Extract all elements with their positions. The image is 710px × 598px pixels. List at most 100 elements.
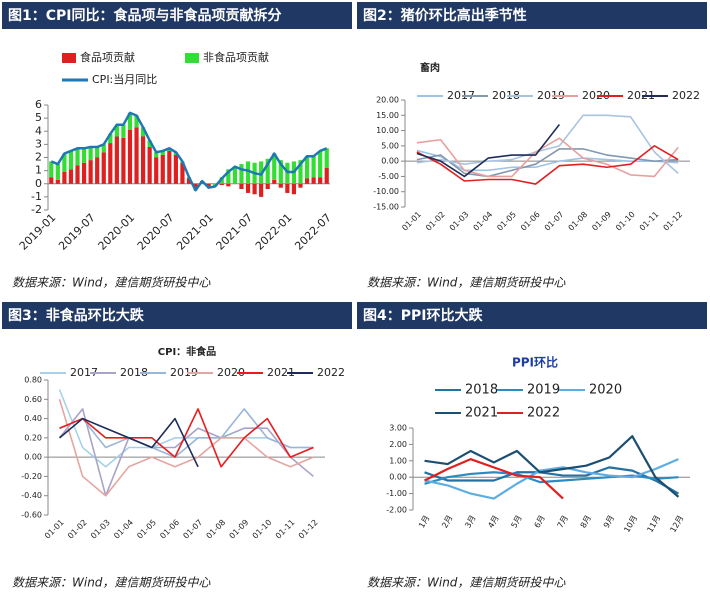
x-tick-label: 4月 bbox=[486, 514, 500, 530]
bar bbox=[226, 183, 231, 187]
y-tick-label: 5.00 bbox=[381, 141, 399, 150]
bar bbox=[121, 124, 126, 138]
y-tick-label: -0.60 bbox=[21, 511, 42, 520]
x-tick-label: 01-12 bbox=[297, 518, 320, 541]
chart-title: PPI环比 bbox=[512, 355, 558, 370]
legend-label: 2021 bbox=[267, 366, 295, 379]
x-tick-label: 01-06 bbox=[519, 210, 542, 233]
x-tick-label: 01-10 bbox=[251, 518, 274, 541]
y-tick-label: 20.00 bbox=[376, 96, 399, 105]
y-tick-label: -0.40 bbox=[21, 491, 42, 500]
bar bbox=[88, 147, 93, 161]
y-tick-label: 0.00 bbox=[24, 453, 42, 462]
legend-label: CPI:当月同比 bbox=[92, 72, 157, 86]
x-tick-label: 01-03 bbox=[448, 210, 471, 233]
bar bbox=[134, 115, 139, 128]
bar bbox=[160, 150, 165, 155]
legend-label: 2019 bbox=[527, 383, 560, 398]
x-tick-label: 01-09 bbox=[590, 210, 613, 233]
bar bbox=[278, 183, 283, 188]
series-line bbox=[416, 148, 679, 178]
series-line bbox=[416, 137, 679, 178]
y-tick-label: 0 bbox=[35, 177, 42, 190]
legend-label: 2021 bbox=[465, 406, 498, 421]
bar bbox=[298, 160, 303, 184]
bar bbox=[81, 148, 87, 163]
x-tick-label: 2021-07 bbox=[214, 211, 256, 253]
y-tick-label: 10.00 bbox=[376, 126, 399, 135]
x-tick-label: 01-12 bbox=[662, 210, 685, 233]
x-tick-label: 01-06 bbox=[158, 518, 181, 541]
bar bbox=[140, 127, 146, 137]
panel-header bbox=[2, 2, 352, 29]
bar bbox=[127, 112, 133, 130]
x-tick-label: 01-07 bbox=[543, 210, 566, 233]
y-tick-label: 0.40 bbox=[24, 414, 42, 423]
bar bbox=[81, 162, 87, 184]
x-tick-label: 12月 bbox=[668, 514, 685, 534]
bar bbox=[193, 183, 198, 189]
bar bbox=[55, 164, 60, 180]
legend-label: 2017 bbox=[447, 89, 475, 102]
y-tick-label: -5.00 bbox=[378, 172, 399, 181]
bar bbox=[219, 183, 224, 186]
source-note: 数据来源：Wind，建信期货研投中心 bbox=[367, 276, 566, 290]
bar bbox=[245, 161, 251, 184]
legend-label: 2021 bbox=[627, 89, 655, 102]
bar bbox=[154, 152, 159, 158]
x-tick-label: 01-08 bbox=[567, 210, 590, 233]
x-tick-label: 01-11 bbox=[274, 518, 297, 541]
bar bbox=[318, 177, 323, 184]
x-tick-label: 3月 bbox=[463, 514, 477, 530]
bar bbox=[101, 152, 106, 184]
x-tick-label: 2020-07 bbox=[135, 211, 177, 253]
y-tick-label: 0.20 bbox=[24, 433, 42, 442]
x-tick-label: 01-09 bbox=[228, 518, 251, 541]
y-tick-label: 5 bbox=[35, 111, 42, 124]
series-line bbox=[424, 458, 564, 500]
x-tick-label: 01-02 bbox=[424, 210, 447, 233]
x-tick-label: 7月 bbox=[556, 514, 570, 530]
x-tick-label: 6月 bbox=[533, 514, 547, 530]
legend-label: 2018 bbox=[465, 383, 498, 398]
bar bbox=[95, 147, 100, 158]
series-line bbox=[59, 408, 314, 458]
series-line bbox=[416, 114, 679, 174]
bar bbox=[259, 183, 264, 197]
x-tick-label: 01-07 bbox=[181, 518, 204, 541]
y-tick-label: 0.00 bbox=[389, 473, 407, 482]
bar bbox=[324, 168, 329, 184]
legend-label: 2022 bbox=[527, 406, 560, 421]
chart-title: 畜肉 bbox=[420, 61, 440, 74]
bar bbox=[311, 177, 316, 184]
x-tick-label: 01-05 bbox=[495, 210, 518, 233]
bar bbox=[239, 164, 244, 184]
series-line bbox=[424, 435, 680, 498]
bar bbox=[219, 177, 224, 184]
x-tick-label: 01-01 bbox=[400, 210, 423, 233]
x-tick-label: 01-01 bbox=[43, 518, 66, 541]
bar bbox=[154, 157, 159, 184]
y-tick-label: 2 bbox=[35, 151, 42, 164]
bar bbox=[186, 178, 192, 184]
x-tick-label: 01-03 bbox=[89, 518, 112, 541]
panel-header bbox=[357, 302, 707, 329]
legend-label: 非食品项贡献 bbox=[203, 50, 269, 64]
bar bbox=[55, 179, 60, 184]
series-line bbox=[50, 111, 328, 192]
x-tick-label: 11月 bbox=[645, 514, 662, 534]
bar bbox=[62, 153, 67, 172]
bar bbox=[265, 158, 270, 184]
legend-label: 2019 bbox=[170, 366, 198, 379]
x-tick-label: 2022-01 bbox=[253, 211, 295, 253]
x-tick-label: 2019-07 bbox=[56, 211, 98, 253]
y-tick-label: 1.00 bbox=[389, 456, 407, 465]
bar bbox=[108, 133, 113, 144]
bar bbox=[239, 183, 244, 189]
x-tick-label: 5月 bbox=[509, 514, 523, 530]
series-line bbox=[58, 399, 314, 497]
y-tick-label: -1 bbox=[31, 190, 42, 203]
series-line bbox=[424, 458, 679, 500]
bar bbox=[272, 153, 277, 180]
